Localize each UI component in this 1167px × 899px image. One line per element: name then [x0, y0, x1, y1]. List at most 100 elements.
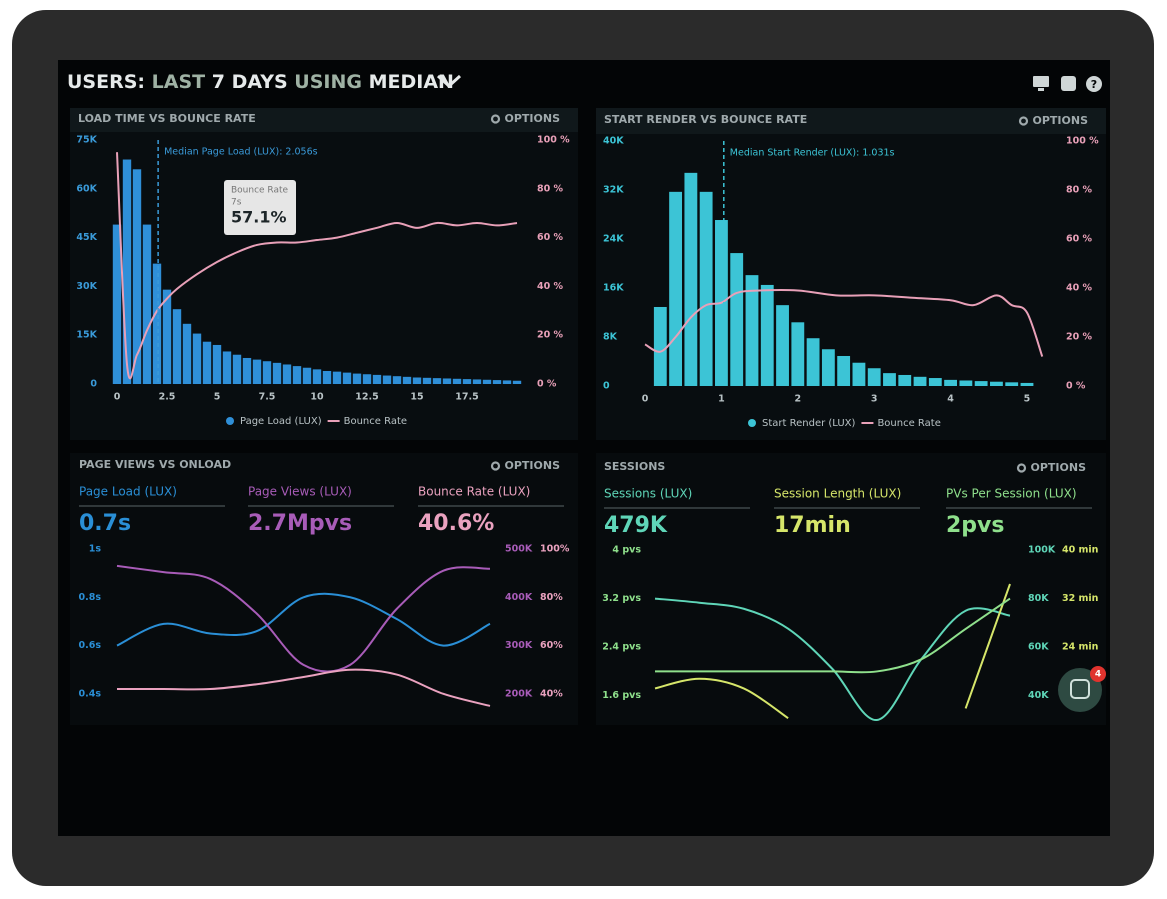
series-line	[964, 583, 1011, 709]
x-tick-label: 4	[947, 394, 954, 405]
x-tick-label: 7.5	[259, 392, 276, 403]
y-tick-label: 15K	[76, 330, 97, 341]
bar	[806, 338, 820, 386]
bar	[112, 224, 122, 384]
x-tick-label: 17.5	[455, 392, 478, 403]
y-tick-label: 100K	[1028, 545, 1056, 556]
x-tick-label: 1	[718, 394, 725, 405]
bar	[132, 169, 142, 384]
y-tick-label: 16K	[603, 283, 624, 294]
bar	[1005, 382, 1019, 386]
bar	[252, 359, 262, 384]
options-gear	[490, 114, 501, 124]
bar	[172, 309, 182, 384]
legend-swatch	[226, 417, 234, 425]
x-tick-label: 0	[642, 394, 649, 405]
y-tick-label: 75K	[76, 135, 97, 146]
chat-button[interactable]	[1058, 668, 1102, 712]
y-tick-label: 1.6 pvs	[602, 690, 641, 701]
bar	[302, 367, 312, 384]
series-line	[116, 564, 491, 673]
bar	[776, 305, 789, 386]
series-line	[116, 668, 491, 707]
tooltip-title: Bounce Rate	[231, 186, 289, 196]
bar	[432, 378, 442, 384]
bar	[1020, 382, 1034, 386]
bar	[745, 275, 759, 386]
bar	[974, 381, 988, 386]
bar	[142, 224, 152, 384]
y2-tick-label: 60 %	[537, 232, 564, 243]
options-label[interactable]: OPTIONS	[1031, 461, 1087, 474]
y2-tick-label: 100 %	[1066, 136, 1099, 147]
y2-tick-label: 60 %	[1066, 234, 1093, 245]
header-part: USERS:	[67, 71, 145, 93]
bar	[262, 361, 272, 384]
median-label: Median Page Load (LUX): 2.056s	[164, 147, 318, 158]
x-tick-label: 12.5	[355, 392, 378, 403]
bar	[412, 377, 422, 384]
dropdown-chevron[interactable]	[436, 74, 462, 89]
options-label[interactable]: OPTIONS	[505, 459, 561, 472]
panel-header	[70, 108, 578, 132]
desktop-icon-stand	[1038, 88, 1044, 91]
y-tick-label: 200K	[505, 688, 533, 699]
y-tick-label: 0.8s	[79, 592, 102, 603]
bar	[422, 377, 432, 384]
help-icon[interactable]	[1086, 76, 1102, 92]
y2-tick-label: 20 %	[537, 330, 564, 341]
y-tick-label: 60K	[76, 183, 97, 194]
kpi-value: 2.7Mpvs	[248, 511, 352, 536]
bar	[442, 378, 452, 384]
y2-tick-label: 80 %	[537, 183, 564, 194]
x-tick-label: 5	[1024, 394, 1031, 405]
options-label[interactable]: OPTIONS	[1033, 114, 1089, 127]
bar	[492, 380, 502, 384]
y-tick-label: 80K	[1028, 593, 1049, 604]
kpi-label: Bounce Rate (LUX)	[418, 485, 530, 499]
y-tick-label: 0.6s	[79, 640, 102, 651]
bar	[730, 253, 744, 386]
y-tick-label: 32 min	[1062, 593, 1099, 604]
bar	[282, 364, 292, 384]
y-tick-label: 60%	[540, 640, 563, 651]
y-tick-label: 0	[603, 381, 610, 392]
header-title[interactable]: USERS: LAST 7 DAYS USING MEDIAN	[67, 71, 454, 93]
y2-tick-label: 40 %	[537, 281, 564, 292]
panel-title: PAGE VIEWS VS ONLOAD	[79, 458, 231, 471]
x-tick-label: 2.5	[159, 392, 176, 403]
bar	[312, 369, 322, 384]
options-label[interactable]: OPTIONS	[505, 112, 561, 125]
bar	[928, 378, 942, 386]
x-tick-label: 0	[114, 392, 121, 403]
y-tick-label: 45K	[76, 232, 97, 243]
kpi-value: 479K	[604, 513, 668, 538]
desktop-icon[interactable]	[1033, 76, 1049, 87]
series-line	[655, 597, 1011, 674]
y-tick-label: 60K	[1028, 642, 1049, 653]
bar	[452, 378, 462, 384]
bar	[760, 284, 774, 386]
y-tick-label: 40K	[1028, 690, 1049, 701]
bar	[222, 351, 232, 384]
series-line	[654, 677, 789, 720]
bar	[232, 354, 242, 384]
bar	[352, 373, 362, 384]
x-tick-label: 10	[310, 392, 324, 403]
options-gear	[490, 461, 501, 471]
x-tick-label: 15	[410, 392, 423, 403]
kpi-label: Sessions (LUX)	[604, 487, 692, 501]
panel-title: LOAD TIME VS BOUNCE RATE	[78, 112, 256, 125]
y2-tick-label: 0 %	[537, 379, 557, 390]
y2-tick-label: 0 %	[1066, 381, 1086, 392]
kpi-label: PVs Per Session (LUX)	[946, 487, 1077, 501]
y2-tick-label: 100 %	[537, 135, 570, 146]
header-part: LAST	[152, 71, 205, 93]
bar	[292, 366, 302, 384]
tooltip	[224, 180, 296, 235]
bar	[382, 375, 392, 384]
y-tick-label: 500K	[505, 544, 533, 555]
share-icon[interactable]	[1061, 76, 1076, 91]
y-tick-label: 8K	[603, 332, 618, 343]
y-tick-label: 3.2 pvs	[602, 593, 641, 604]
